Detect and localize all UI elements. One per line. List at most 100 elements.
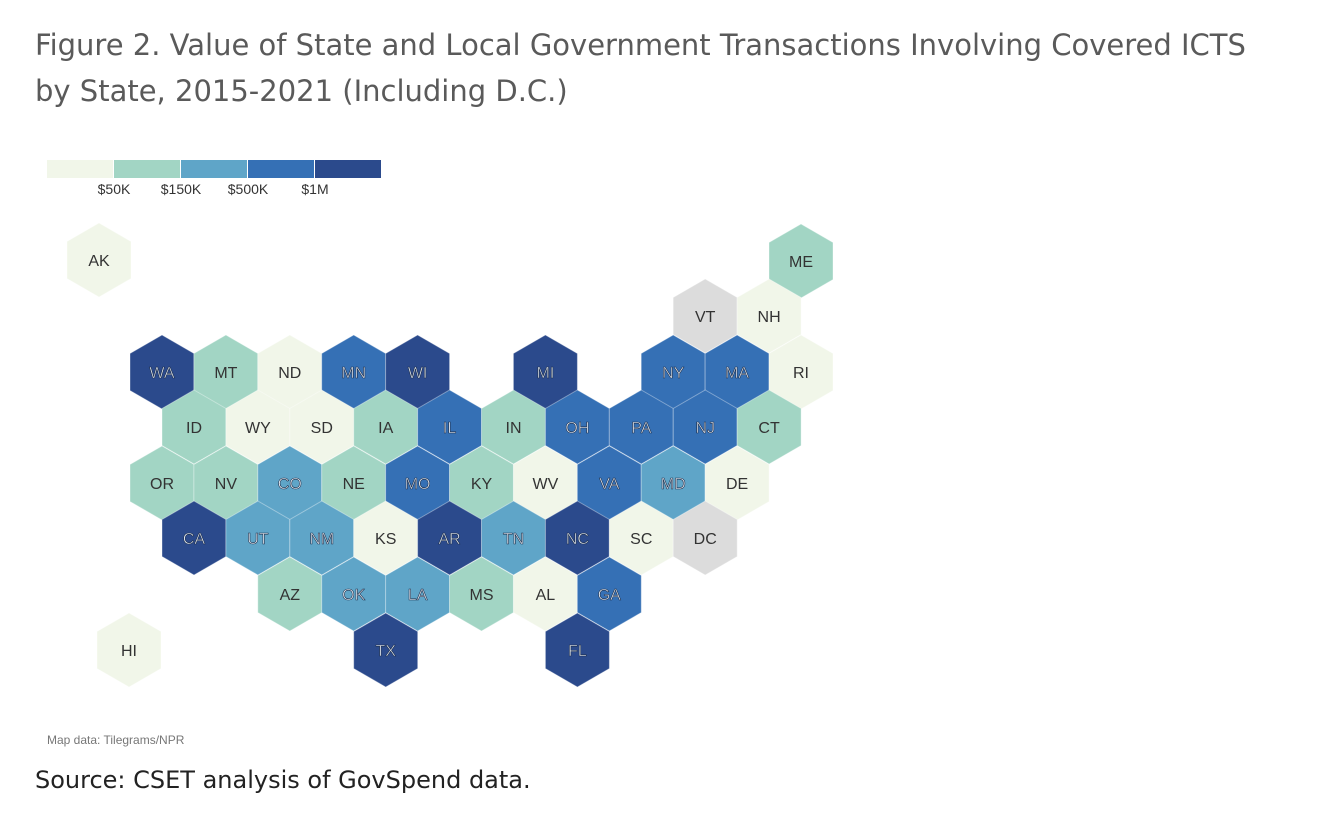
state-label: NV <box>215 476 238 493</box>
state-label: MI <box>537 365 555 382</box>
hex-shape <box>544 612 610 688</box>
state-label: NY <box>662 365 685 382</box>
state-hex-pa: PA <box>608 389 674 465</box>
state-label: KY <box>471 476 493 493</box>
state-hex-in: IN <box>481 389 546 465</box>
state-hex-nc: NC <box>544 500 610 576</box>
state-label: UT <box>247 531 269 548</box>
state-label: VT <box>695 309 716 326</box>
legend-swatch <box>114 160 180 178</box>
state-hex-fl: FL <box>544 612 610 688</box>
state-label: KS <box>375 531 396 548</box>
state-hex-tx: TX <box>353 612 419 688</box>
state-label: SD <box>311 420 333 437</box>
hex-shape <box>576 556 642 632</box>
state-hex-wv: WV <box>512 445 578 521</box>
state-label: CA <box>183 531 206 548</box>
state-label: OK <box>342 587 365 604</box>
map-credit: Map data: Tilegrams/NPR <box>47 733 185 747</box>
hex-shape <box>353 612 419 688</box>
state-hex-sd: SD <box>289 389 355 465</box>
state-label: IN <box>506 420 522 437</box>
state-label: HI <box>121 643 137 660</box>
state-label: WI <box>408 365 428 382</box>
legend-swatch <box>181 160 247 178</box>
figure-title-line-1: Figure 2. Value of State and Local Gover… <box>35 28 1246 62</box>
hex-shape <box>736 389 802 465</box>
state-label: RI <box>793 365 809 382</box>
state-label: SC <box>630 531 652 548</box>
state-label: AK <box>88 253 110 270</box>
hex-shape <box>736 278 802 354</box>
state-hex-wi: WI <box>385 334 451 410</box>
state-label: NM <box>309 531 334 548</box>
state-label: FL <box>568 643 587 660</box>
state-label: NE <box>343 476 365 493</box>
state-hex-hi: HI <box>96 612 162 688</box>
state-label: MT <box>214 365 237 382</box>
state-label: ME <box>789 254 813 271</box>
state-label: WA <box>149 365 175 382</box>
state-label: AL <box>536 587 556 604</box>
state-label: OH <box>565 420 589 437</box>
legend-break-label: $1M <box>301 181 328 197</box>
state-label: ID <box>186 420 202 437</box>
state-label: DE <box>726 476 748 493</box>
state-label: TN <box>503 531 524 548</box>
state-label: NH <box>758 309 781 326</box>
state-hex-wa: WA <box>129 334 195 410</box>
source-note: Source: CSET analysis of GovSpend data. <box>35 766 531 794</box>
state-hex-ar: AR <box>417 500 483 576</box>
legend-break-label: $150K <box>161 181 202 197</box>
state-hex-ma: MA <box>704 334 770 410</box>
legend-swatch <box>315 160 381 178</box>
state-label: ND <box>278 365 301 382</box>
state-hex-ia: IA <box>353 389 419 465</box>
state-label: OR <box>150 476 174 493</box>
state-hex-mo: MO <box>385 445 451 521</box>
state-hex-md: MD <box>640 445 706 521</box>
state-hex-sc: SC <box>608 500 674 576</box>
state-label: LA <box>408 587 428 604</box>
color-legend: $50K $150K $500K $1M <box>47 160 381 197</box>
state-hex-me: ME <box>768 223 834 299</box>
state-label: DC <box>694 531 717 548</box>
state-label: NJ <box>695 420 715 437</box>
state-label: MS <box>470 587 494 604</box>
state-hex-mn: MN <box>321 334 387 410</box>
state-label: NC <box>566 531 589 548</box>
state-hex-ut: UT <box>225 500 291 576</box>
state-label: MD <box>661 476 686 493</box>
figure-title-line-2: by State, 2015-2021 (Including D.C.) <box>35 74 568 108</box>
state-label: MN <box>341 365 366 382</box>
legend-break-label: $500K <box>228 181 269 197</box>
state-hex-oh: OH <box>544 389 610 465</box>
state-label: CT <box>758 420 780 437</box>
state-label: MO <box>405 476 431 493</box>
state-label: VA <box>599 476 619 493</box>
hex-shape <box>66 222 132 298</box>
state-hex-ak: AK <box>66 222 132 298</box>
state-label: AR <box>438 531 460 548</box>
state-hex-ca: CA <box>161 500 227 576</box>
state-hex-ri: RI <box>768 334 834 410</box>
state-label: WY <box>245 420 271 437</box>
hex-shape <box>96 612 162 688</box>
state-label: IA <box>378 420 393 437</box>
state-hex-nh: NH <box>736 278 802 354</box>
figure-title: Figure 2. Value of State and Local Gover… <box>35 22 1295 114</box>
state-hex-il: IL <box>417 389 483 465</box>
state-hex-nd: ND <box>257 334 323 410</box>
state-hex-nm: NM <box>289 500 355 576</box>
state-label: AZ <box>280 587 301 604</box>
state-hex-va: VA <box>576 445 642 521</box>
state-label: GA <box>598 587 621 604</box>
legend-swatch <box>47 160 113 178</box>
legend-break-label: $50K <box>98 181 131 197</box>
state-hex-ct: CT <box>736 389 802 465</box>
state-hex-tn: TN <box>481 500 546 576</box>
state-label: CO <box>278 476 302 493</box>
state-hex-dc: DC <box>672 500 738 576</box>
state-hexes: AK ME VT NH WA MT ND MN WI MI NY MA RI ID WY SD IA IL IN OH… <box>66 222 834 688</box>
